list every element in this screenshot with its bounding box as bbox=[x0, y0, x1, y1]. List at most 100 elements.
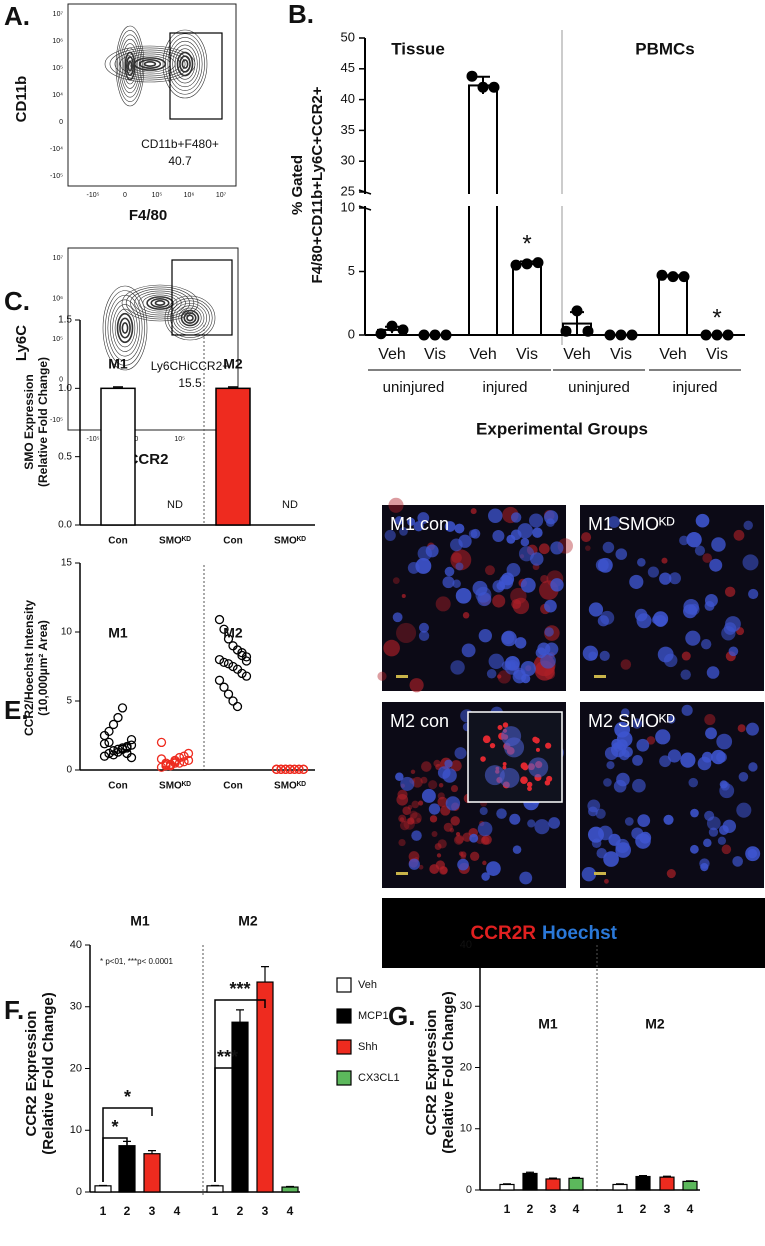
x-tick-label: 4 bbox=[287, 1204, 294, 1218]
significance: *** bbox=[229, 979, 250, 999]
gate-label: Ly6CHiCCR2+ bbox=[151, 359, 230, 373]
significance: * bbox=[111, 1117, 118, 1137]
data-point bbox=[294, 764, 304, 774]
nucleus bbox=[738, 772, 749, 782]
nucleus bbox=[444, 566, 455, 577]
nucleus bbox=[444, 521, 456, 532]
bar bbox=[659, 1176, 675, 1191]
error-bar bbox=[572, 1176, 580, 1179]
data-point bbox=[375, 328, 387, 340]
ccr2-signal bbox=[544, 780, 551, 786]
x-tick-label: 3 bbox=[550, 1202, 557, 1216]
panel-label: B. bbox=[288, 0, 314, 29]
nucleus bbox=[469, 833, 479, 843]
nucleus bbox=[680, 752, 696, 768]
ccr2-signal bbox=[410, 769, 416, 775]
data-point bbox=[241, 652, 252, 662]
nucleus bbox=[736, 802, 752, 818]
bar bbox=[468, 84, 498, 336]
nucleus bbox=[595, 558, 609, 572]
error-bar bbox=[616, 1183, 624, 1185]
contour bbox=[105, 290, 145, 366]
x-tick-label: Veh bbox=[563, 346, 591, 363]
nucleus bbox=[518, 546, 535, 562]
nucleus bbox=[598, 825, 613, 841]
x-tick-label: 3 bbox=[664, 1202, 671, 1216]
legend-swatch bbox=[336, 1070, 352, 1086]
group-label: M1 bbox=[108, 625, 128, 641]
contour bbox=[181, 59, 189, 69]
nucleus bbox=[548, 817, 561, 829]
ccr2-signal bbox=[443, 822, 453, 832]
data-point bbox=[219, 657, 229, 668]
nucleus bbox=[595, 808, 606, 819]
error-bar bbox=[663, 1175, 671, 1178]
x-tick-label: Con bbox=[223, 536, 242, 547]
nucleus bbox=[415, 558, 432, 574]
nucleus bbox=[711, 537, 726, 552]
flow-x-tick: 0 bbox=[134, 436, 138, 443]
ccr2-signal bbox=[458, 851, 464, 856]
gate-label: CD11b+F480+ bbox=[141, 137, 219, 151]
x-tick-label: 1 bbox=[617, 1202, 624, 1216]
ccr2-signal bbox=[489, 742, 496, 749]
flow-y-tick: 10⁵ bbox=[52, 336, 63, 343]
nucleus bbox=[621, 708, 630, 717]
error-bar bbox=[526, 1171, 534, 1174]
ccr2-signal bbox=[527, 786, 532, 792]
nucleus bbox=[481, 872, 490, 881]
data-point bbox=[604, 329, 616, 341]
nucleus bbox=[442, 576, 455, 589]
data-point bbox=[285, 764, 295, 774]
ccr2-signal bbox=[545, 742, 552, 749]
contour bbox=[138, 292, 182, 314]
nucleus bbox=[711, 749, 726, 765]
x-tick-label: 1 bbox=[212, 1204, 219, 1218]
group-label: M2 bbox=[223, 625, 243, 641]
data-point bbox=[126, 734, 137, 745]
nucleus bbox=[527, 819, 536, 828]
contour bbox=[138, 59, 162, 69]
nucleus bbox=[637, 557, 646, 567]
data-point bbox=[214, 614, 225, 625]
contour bbox=[172, 302, 208, 334]
ccr2-signal bbox=[666, 868, 676, 879]
contour bbox=[107, 294, 143, 362]
data-point bbox=[228, 661, 238, 672]
y-tick-label: 30 bbox=[460, 1000, 472, 1012]
data-point bbox=[289, 764, 300, 774]
nucleus bbox=[699, 858, 710, 869]
contour bbox=[109, 47, 191, 81]
contour bbox=[102, 285, 148, 371]
nucleus bbox=[477, 821, 493, 837]
contour bbox=[120, 38, 140, 94]
ccr2-signal bbox=[520, 776, 528, 785]
contour bbox=[125, 286, 195, 320]
data-point bbox=[280, 764, 291, 774]
y-tick-label: 30 bbox=[341, 153, 355, 168]
x-tick-label: Vis bbox=[516, 346, 538, 363]
contour bbox=[143, 61, 157, 67]
value-label: ND bbox=[282, 499, 298, 511]
contour bbox=[178, 307, 202, 329]
significance-bracket bbox=[214, 999, 266, 1182]
data-point bbox=[667, 271, 679, 283]
nucleus bbox=[540, 653, 556, 669]
error-bar bbox=[549, 1177, 557, 1179]
nucleus bbox=[603, 778, 612, 787]
ccr2-signal bbox=[540, 574, 549, 584]
contour bbox=[114, 308, 136, 348]
x-tick-label: 3 bbox=[262, 1204, 269, 1218]
nucleus bbox=[668, 572, 681, 585]
flow-x-tick: 10⁵ bbox=[174, 436, 185, 443]
data-point bbox=[386, 320, 398, 332]
error-bar bbox=[286, 1185, 294, 1188]
y-tick-label: 0 bbox=[348, 326, 355, 341]
data-point bbox=[722, 329, 734, 341]
nucleus bbox=[550, 578, 564, 592]
micrograph-label: M1 SMOᴷᴰ bbox=[588, 514, 675, 534]
y-tick-label: 1.5 bbox=[58, 315, 72, 326]
nucleus bbox=[509, 813, 521, 825]
nucleus bbox=[717, 836, 727, 845]
nucleus bbox=[457, 858, 469, 871]
